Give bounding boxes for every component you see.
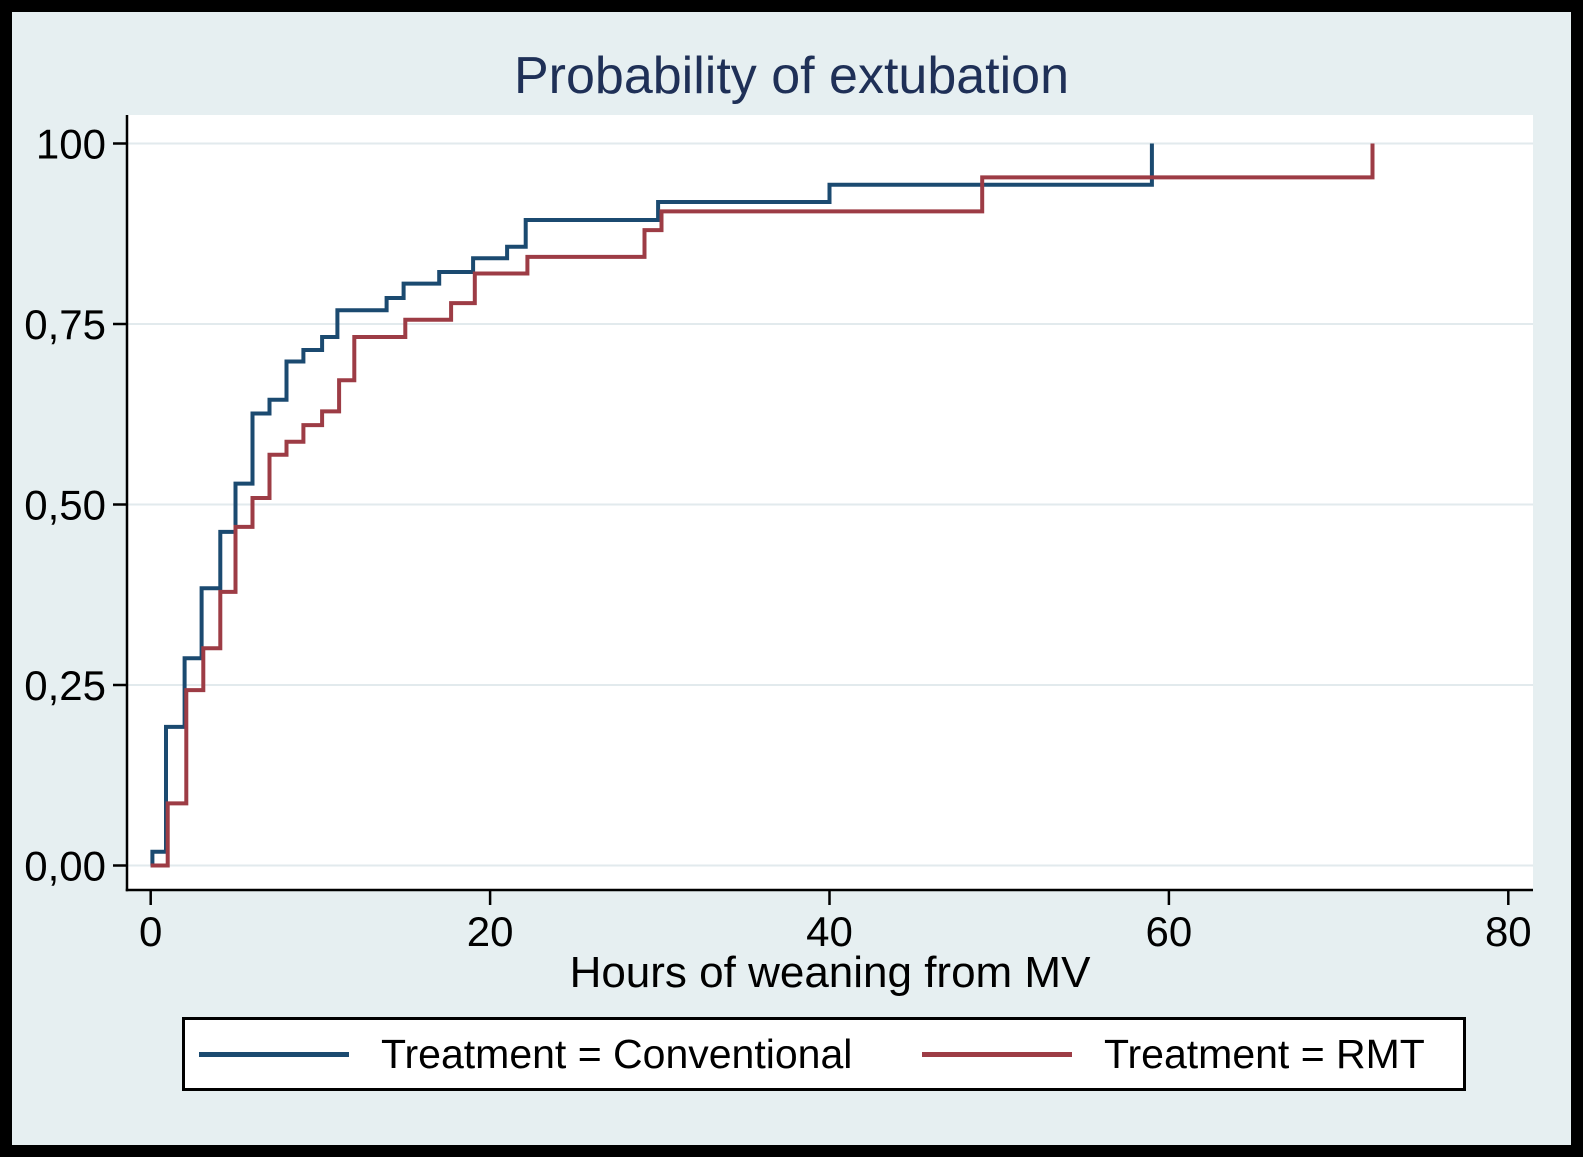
x-axis-title: Hours of weaning from MV <box>569 948 1091 997</box>
axis-tick-labels: 0,00 0,25 0,50 0,75 100 0 20 40 60 80 <box>24 121 1531 956</box>
y-tick-label: 0,25 <box>24 662 106 709</box>
rmt-line-swatch <box>922 1051 1072 1057</box>
plot-area-background <box>127 115 1533 890</box>
grid-lines <box>127 142 1533 867</box>
x-tick-label: 40 <box>806 908 853 955</box>
axis-ticks <box>113 142 1510 905</box>
y-tick-label: 0,50 <box>24 482 106 529</box>
y-tick-label: 100 <box>36 121 106 168</box>
legend-entry-rmt: Treatment = RMT <box>922 1020 1425 1088</box>
x-tick-label: 20 <box>467 908 514 955</box>
series-lines <box>150 143 1375 868</box>
chart-title: Probability of extubation <box>513 47 1069 105</box>
plot-area <box>127 115 1533 890</box>
conventional-line-swatch <box>199 1051 349 1057</box>
y-tick-label: 0,00 <box>24 843 106 890</box>
series-line-rmt <box>150 143 1375 868</box>
y-tick-label: 0,75 <box>24 301 106 348</box>
x-tick-label: 80 <box>1485 908 1532 955</box>
legend: Treatment = Conventional Treatment = RMT <box>182 1017 1466 1091</box>
legend-entry-conventional: Treatment = Conventional <box>199 1020 852 1088</box>
x-tick-label: 0 <box>139 908 162 955</box>
x-tick-label: 60 <box>1146 908 1193 955</box>
legend-label-conventional: Treatment = Conventional <box>381 1030 853 1077</box>
legend-label-rmt: Treatment = RMT <box>1104 1030 1425 1077</box>
